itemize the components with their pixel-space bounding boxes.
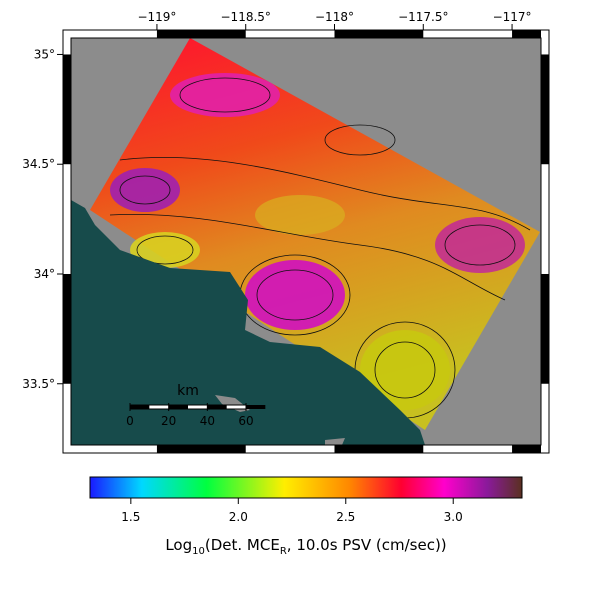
frame-band: [512, 30, 541, 38]
island: [325, 438, 345, 445]
frame-band: [334, 445, 424, 453]
high-zone: [110, 168, 180, 212]
colorbar-tick-label: 2.5: [336, 510, 355, 524]
frame-inner: [70, 37, 542, 446]
low-zone: [360, 330, 450, 410]
lat-tick-label: 35°: [34, 47, 55, 61]
scale-bar-segment: [246, 405, 266, 409]
lon-tick-label: −117.5°: [398, 10, 448, 24]
frame-band: [63, 54, 71, 165]
frame-band: [156, 30, 246, 38]
lat-tick-label: 33.5°: [22, 377, 55, 391]
scale-bar-segment: [207, 405, 227, 409]
frame-band: [156, 445, 246, 453]
colorbar-ramp: [89, 476, 523, 499]
low-zone: [255, 195, 345, 235]
low-zone: [130, 232, 200, 268]
label-text: (Det. MCE: [205, 536, 280, 554]
high-zone: [435, 217, 525, 273]
frame-band: [512, 445, 541, 453]
label-text: , 10.0s PSV (cm/sec)): [287, 536, 447, 554]
lon-tick-label: −117°: [493, 10, 532, 24]
lat-tick-label: 34.5°: [22, 157, 55, 171]
colorbar: Log10(Det. MCER, 10.0s PSV (cm/sec)) 1.5…: [89, 476, 523, 557]
map-frame: −119° −118.5° −118° −117.5° −117° 35° 34.5° 34°…: [22, 10, 550, 454]
scale-bar-segment: [168, 405, 188, 409]
scale-unit: km: [177, 383, 199, 399]
map-area: [71, 38, 541, 445]
label-subscript: R: [280, 546, 287, 557]
lat-tick-label: 34°: [34, 267, 55, 281]
colorbar-label: Log10(Det. MCER, 10.0s PSV (cm/sec)): [165, 536, 446, 557]
hazard-field: [90, 38, 540, 430]
contours: [109, 77, 531, 419]
scale-bar-label: 60: [238, 414, 253, 428]
high-zone: [170, 73, 280, 117]
frame-band: [541, 273, 549, 384]
frame-band: [63, 273, 71, 384]
scale-bar-segment: [130, 405, 150, 409]
colorbar-tick-label: 1.5: [121, 510, 140, 524]
scale-bar: km 0 20 40 60: [126, 383, 266, 428]
frame-band: [541, 54, 549, 165]
scale-bar-label: 20: [161, 414, 176, 428]
colorbar-tick-label: 3.0: [444, 510, 463, 524]
lon-tick-label: −118.5°: [221, 10, 271, 24]
scale-bar-label: 0: [126, 414, 134, 428]
lon-tick-label: −119°: [137, 10, 176, 24]
scale-bar-label: 40: [200, 414, 215, 428]
colorbar-tick-label: 2.0: [229, 510, 248, 524]
label-subscript: 10: [192, 546, 205, 557]
frame-outer: [62, 29, 550, 454]
lon-tick-label: −118°: [315, 10, 354, 24]
high-zone: [245, 260, 345, 330]
label-text: Log: [165, 536, 192, 554]
ocean: [71, 200, 425, 445]
frame-band: [334, 30, 424, 38]
